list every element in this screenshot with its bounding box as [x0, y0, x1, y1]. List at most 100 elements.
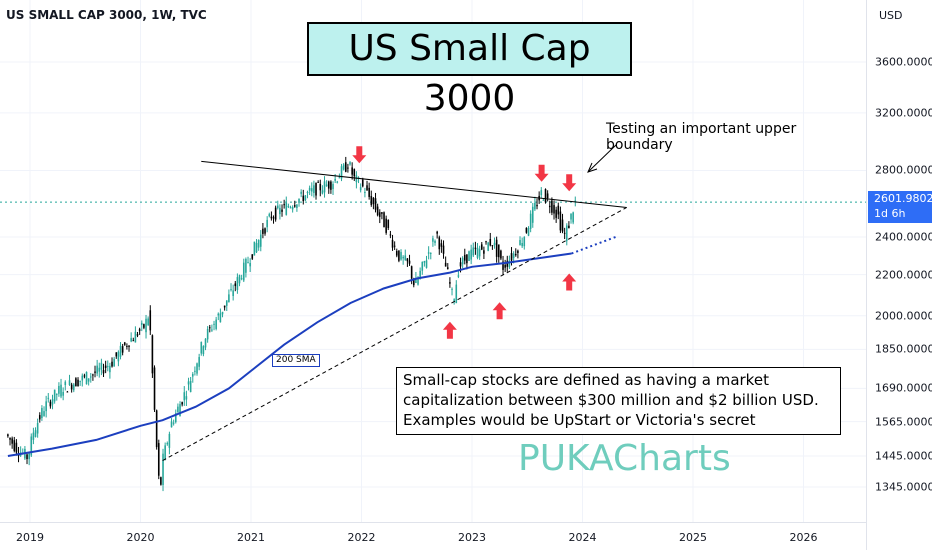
last-price-tag: 2601.9802 1d 6h — [868, 191, 932, 223]
candle-body — [113, 358, 115, 367]
candle-body — [508, 260, 511, 268]
bar-countdown: 1d 6h — [874, 207, 906, 220]
candle-body — [444, 262, 447, 267]
candle-body — [489, 239, 492, 246]
time-scale[interactable]: 2019 2020 2021 2022 2023 2024 2025 2026 — [0, 522, 866, 551]
candle-body — [317, 181, 319, 183]
arrow-up-icon — [562, 273, 577, 291]
candle-body — [355, 175, 358, 183]
candle-body — [323, 181, 326, 193]
candle-body — [32, 432, 35, 440]
price-tick-label: 1850.0000 — [875, 342, 932, 356]
candle-body — [185, 396, 188, 400]
candle-body — [330, 181, 332, 190]
price-tick-label: 1345.0000 — [875, 480, 932, 494]
candle-body — [81, 375, 84, 381]
candle-body — [55, 393, 58, 395]
candle-body — [449, 282, 451, 284]
candle-body — [361, 179, 364, 187]
candle-body — [372, 197, 375, 205]
chart-area[interactable]: US SMALL CAP 3000, 1W, TVC US Small Cap … — [0, 0, 866, 522]
candle-body — [351, 167, 353, 175]
candle-body — [264, 228, 266, 234]
candle-body — [412, 279, 415, 286]
candle-body — [419, 270, 421, 279]
candle-body — [540, 190, 543, 196]
candle-body — [368, 187, 370, 197]
candle-body — [43, 411, 45, 416]
candle-body — [557, 205, 560, 215]
candle-body — [75, 378, 77, 387]
currency-label[interactable]: USD — [879, 9, 903, 22]
last-price-value: 2601.9802 — [874, 192, 932, 205]
candle-body — [366, 185, 368, 191]
time-tick-label: 2021 — [237, 531, 265, 544]
candle-body — [546, 193, 549, 199]
candle-body — [521, 243, 523, 247]
candle-body — [570, 213, 572, 220]
candle-body — [60, 384, 62, 397]
candle-body — [70, 384, 73, 390]
candle-body — [211, 329, 213, 331]
candle-body — [155, 410, 158, 448]
candle-body — [194, 370, 196, 372]
candle-body — [332, 184, 334, 190]
candle-body — [149, 310, 152, 331]
candle-body — [119, 345, 122, 357]
candle-body — [164, 445, 166, 460]
candle-body — [191, 374, 194, 377]
candle-body — [466, 254, 468, 264]
candle-body — [338, 177, 341, 179]
candle-body — [291, 207, 294, 210]
candle-body — [240, 278, 243, 280]
candle-body — [283, 204, 285, 206]
candle-body — [574, 200, 577, 202]
candle-body — [500, 250, 502, 259]
candle-body — [251, 254, 254, 259]
candle-body — [470, 249, 472, 260]
price-chart[interactable] — [0, 0, 866, 522]
candle-body — [519, 240, 521, 246]
price-tick-label: 2000.0000 — [875, 309, 932, 323]
candle-body — [45, 401, 47, 412]
candle-body — [302, 195, 305, 202]
candle-body — [497, 244, 500, 258]
candle-body — [563, 232, 566, 234]
candle-body — [374, 198, 377, 210]
arrow-up-icon — [492, 302, 507, 320]
candles — [7, 156, 577, 492]
candle-body — [38, 415, 41, 420]
candle-body — [234, 283, 237, 287]
candle-body — [425, 260, 428, 268]
candle-body — [83, 375, 86, 377]
candle-body — [457, 275, 460, 277]
candle-body — [255, 242, 258, 253]
candle-body — [202, 346, 205, 355]
candle-body — [13, 440, 16, 451]
candle-body — [555, 209, 557, 218]
candle-body — [461, 257, 464, 265]
candle-body — [313, 185, 315, 193]
candle-body — [11, 438, 13, 444]
sma-line-projection — [571, 236, 616, 255]
candle-body — [151, 335, 154, 374]
candle-body — [440, 243, 443, 247]
candle-body — [136, 334, 139, 336]
candle-body — [198, 357, 200, 367]
candle-body — [300, 191, 302, 194]
candle-body — [34, 430, 37, 437]
candle-body — [94, 371, 96, 373]
candle-body — [376, 206, 379, 216]
candle-body — [115, 352, 118, 357]
candle-body — [310, 188, 313, 192]
candle-body — [281, 209, 283, 212]
candle-body — [109, 365, 111, 373]
candle-body — [506, 260, 509, 267]
annotation-pointer-head — [587, 162, 598, 173]
time-tick-label: 2019 — [16, 531, 44, 544]
candle-body — [270, 216, 273, 219]
price-scale[interactable]: USD 3600.0000 3200.0000 2800.0000 2400.0000… — [866, 0, 932, 550]
price-tick-label: 2800.0000 — [875, 163, 932, 177]
candle-body — [28, 453, 30, 460]
trendlines — [162, 160, 627, 461]
